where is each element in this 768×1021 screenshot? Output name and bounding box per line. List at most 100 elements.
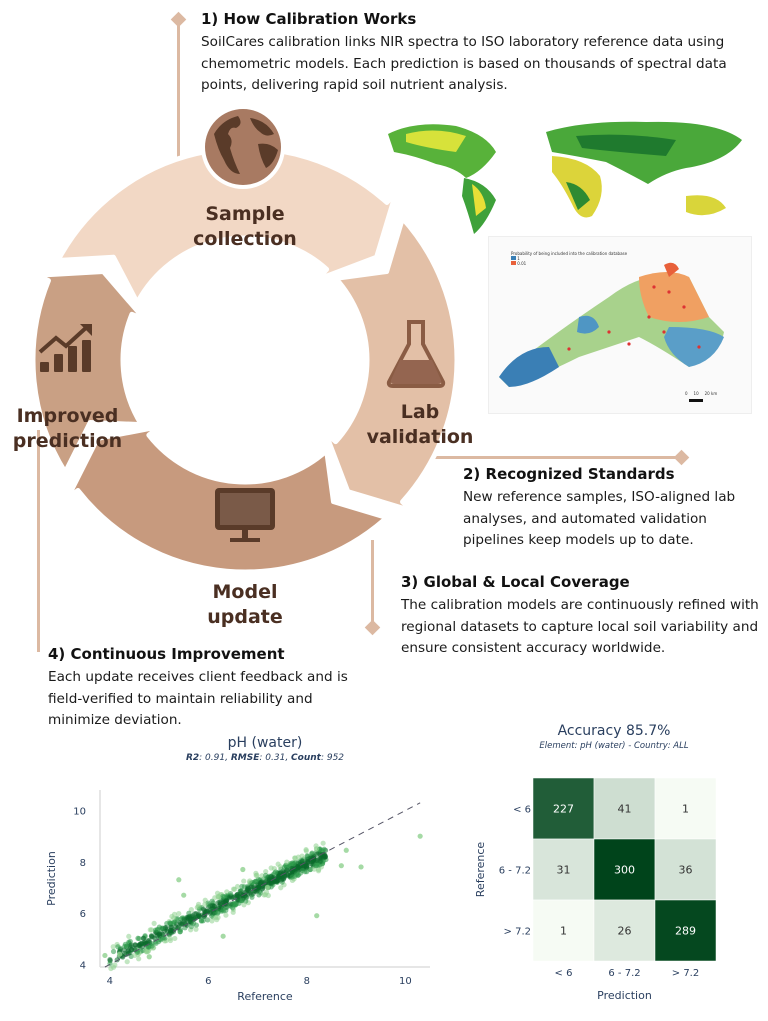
scatter-point — [293, 867, 299, 873]
scatter-point — [173, 924, 179, 930]
scatter-point — [129, 947, 135, 953]
globe-icon — [200, 104, 286, 190]
x-axis-label: Reference — [237, 990, 293, 1003]
scatter-point — [235, 891, 241, 898]
scatter-point — [343, 847, 349, 853]
cycle-step-model-update: Model update — [170, 580, 320, 630]
rmse-label: RMSE — [230, 753, 260, 763]
scatter-point — [315, 868, 322, 874]
section-body: New reference samples, ISO-aligned lab a… — [463, 489, 736, 548]
scatter-point — [240, 866, 246, 873]
scatter-point — [263, 872, 269, 878]
step-label-line1: Lab — [400, 401, 440, 423]
scatter-point — [202, 901, 208, 907]
map-legend-low: 0.01 — [511, 261, 627, 266]
matrix-cell — [654, 838, 717, 901]
scatter-point — [172, 935, 178, 942]
section-body: Each update receives client feedback and… — [48, 669, 348, 728]
section-body: SoilCares calibration links NIR spectra … — [201, 34, 727, 93]
scatter-point — [209, 898, 215, 904]
y-axis-label: Reference — [474, 842, 487, 898]
y-tick-label: 4 — [80, 960, 86, 971]
scatter-point — [313, 843, 319, 849]
matrix-cell-value: 36 — [679, 864, 693, 877]
scatter-point — [186, 910, 192, 916]
matrix-cell-value: 289 — [675, 925, 696, 938]
legend-high-label: 1 — [517, 256, 520, 261]
scatter-point — [267, 876, 273, 882]
scatter-point — [172, 919, 178, 925]
scatter-point — [289, 874, 295, 880]
section-title: 4) Continuous Improvement — [48, 645, 285, 663]
scatter-point — [195, 904, 201, 910]
step-label-line2: update — [207, 606, 283, 628]
scatter-point — [143, 948, 149, 955]
count-value: 952 — [326, 753, 345, 763]
scatter-point — [282, 873, 288, 879]
scatter-point — [234, 883, 241, 890]
scatter-chart-ph: pH (water) R2: 0.91, RMSE: 0.31, Count: … — [0, 730, 440, 1021]
connector-line-4 — [37, 430, 40, 652]
map-legend: Probability of being included into the c… — [511, 251, 627, 266]
scatter-point — [338, 863, 344, 869]
scatter-point — [124, 959, 130, 965]
scatter-point — [117, 951, 123, 957]
section-continuous-improvement: 4) Continuous Improvement Each update re… — [48, 645, 358, 732]
scatter-point — [171, 911, 178, 917]
scatter-point — [132, 952, 138, 958]
scatter-point — [263, 868, 269, 875]
matrix-cell-value: 227 — [553, 803, 574, 816]
y-tick-label: > 7.2 — [504, 927, 531, 938]
cycle-step-improved-prediction: Improved prediction — [0, 404, 135, 454]
matrix-cell — [654, 899, 717, 962]
scatter-point — [185, 916, 191, 922]
scatter-point — [303, 847, 309, 853]
scatter-point — [176, 910, 182, 917]
matrix-cell-value: 31 — [557, 864, 571, 877]
x-tick-label: 6 - 7.2 — [608, 968, 640, 979]
scatter-point — [264, 884, 271, 891]
scatter-point — [151, 920, 157, 926]
scatter-point — [284, 859, 290, 865]
scatter-point — [140, 935, 146, 941]
scatter-point — [159, 925, 166, 931]
step-label-line1: Sample — [205, 203, 285, 225]
connector-diamond-1 — [170, 11, 187, 28]
scatter-point — [223, 912, 229, 918]
scatter-point — [289, 865, 295, 871]
scatter-point — [276, 874, 282, 880]
regional-calibration-map: Probability of being included into the c… — [488, 236, 752, 414]
step-label-line2: prediction — [12, 430, 123, 452]
matrix-cell-value: 300 — [614, 864, 635, 877]
scatter-point — [136, 935, 142, 942]
scatter-point — [321, 846, 327, 852]
scatter-point — [278, 885, 284, 891]
growth-chart-icon — [38, 320, 98, 374]
step-label-line1: Model — [212, 581, 278, 603]
scatter-point — [181, 916, 187, 922]
scatter-point — [110, 948, 117, 955]
matrix-cell — [593, 838, 656, 901]
scatter-point — [110, 944, 116, 950]
matrix-cell-value: 26 — [618, 925, 632, 938]
section-title: 2) Recognized Standards — [463, 465, 675, 483]
world-soil-map — [386, 112, 746, 237]
scatter-point — [314, 913, 320, 919]
scatter-point — [320, 840, 326, 846]
scatter-point — [215, 899, 221, 906]
matrix-plot-area: 227 41 1 31 300 36 1 26 289 < 6 6 - 7.2 > 7.2 < 6 6 -… — [474, 777, 717, 1002]
section-title: 1) How Calibration Works — [201, 10, 417, 28]
scatter-point — [115, 944, 121, 950]
y-tick-label: 10 — [73, 807, 86, 818]
scatter-point — [299, 853, 305, 859]
x-tick-label: 4 — [107, 976, 113, 987]
scatter-point — [304, 869, 310, 875]
section-global-local-coverage: 3) Global & Local Coverage The calibrati… — [401, 573, 761, 660]
matrix-cell — [593, 777, 656, 840]
scatter-point — [245, 885, 252, 891]
monitor-icon — [214, 487, 276, 547]
scatter-point — [147, 927, 153, 933]
scale-label: 0 — [685, 391, 688, 396]
legend-low-label: 0.01 — [517, 261, 527, 266]
scale-label: 10 — [693, 391, 699, 396]
